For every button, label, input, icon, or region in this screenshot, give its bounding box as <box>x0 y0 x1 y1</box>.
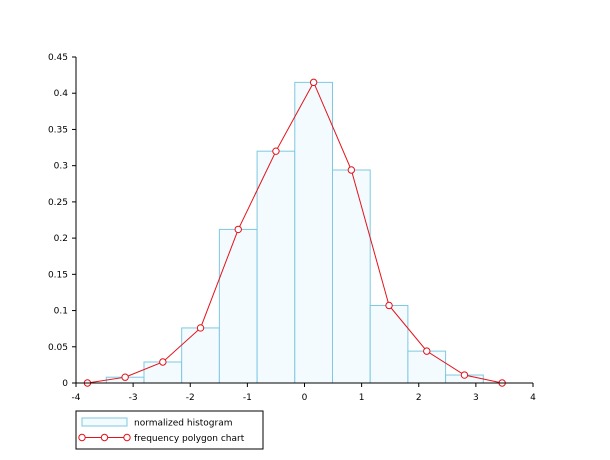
frequency-polygon <box>83 78 506 387</box>
y-tick-label: 0.25 <box>48 198 68 208</box>
x-tick-label: 0 <box>302 393 308 403</box>
legend-histogram-swatch <box>81 417 128 427</box>
x-tick-label: -4 <box>72 393 81 403</box>
polygon-point <box>196 324 205 332</box>
histogram-bar <box>256 150 296 384</box>
y-tick-label: 0 <box>62 379 68 389</box>
polygon-point <box>460 371 469 379</box>
y-tick-label: 0.35 <box>48 125 68 135</box>
x-tick-label: 2 <box>416 393 422 403</box>
x-tick-label: 1 <box>359 393 365 403</box>
histogram-bar <box>181 327 220 384</box>
legend-polygon-marker <box>78 433 86 442</box>
histogram-bar <box>218 228 258 384</box>
legend-histogram-label: normalized histogram <box>134 419 233 429</box>
histogram-bars <box>105 81 484 384</box>
y-tick-label: 0.05 <box>48 343 68 353</box>
legend-box <box>75 410 264 450</box>
polygon-point <box>385 301 393 310</box>
y-tick-label: 0.15 <box>48 270 68 280</box>
legend-polygon-marker <box>100 433 109 442</box>
y-tick-label: 0.3 <box>54 162 68 172</box>
x-tick-label: -1 <box>243 393 252 403</box>
histogram-bar <box>331 169 371 384</box>
histogram-bar <box>369 304 409 384</box>
y-tick-label: 0.45 <box>48 53 68 63</box>
x-tick-label: 4 <box>530 393 536 403</box>
polygon-point <box>309 78 318 87</box>
x-tick-label: 3 <box>473 393 479 403</box>
y-tick-label: 0.4 <box>54 89 69 99</box>
histogram-bar <box>407 350 447 384</box>
axes: -4 -3 -2 -1 0 1 2 3 4 0 0.05 0.1 0.15 0.2 0.25 0.3 0.35 0… <box>48 53 536 403</box>
y-tick-label: 0.1 <box>54 307 68 317</box>
polygon-point <box>121 373 129 381</box>
x-tick-label: -2 <box>186 393 195 403</box>
x-tick-label: -3 <box>129 393 138 403</box>
legend-polygon-marker <box>123 433 131 442</box>
y-tick-label: 0.2 <box>54 234 68 244</box>
legend: normalized histogram frequency polygon ch… <box>75 410 264 450</box>
polygon-line <box>87 81 503 384</box>
polygon-point <box>423 347 431 355</box>
legend-polygon-label: frequency polygon chart <box>134 434 245 444</box>
polygon-point <box>347 166 356 174</box>
polygon-point <box>234 225 242 234</box>
polygon-point <box>159 358 167 366</box>
histogram-bar <box>294 81 333 384</box>
polygon-point <box>272 147 280 155</box>
